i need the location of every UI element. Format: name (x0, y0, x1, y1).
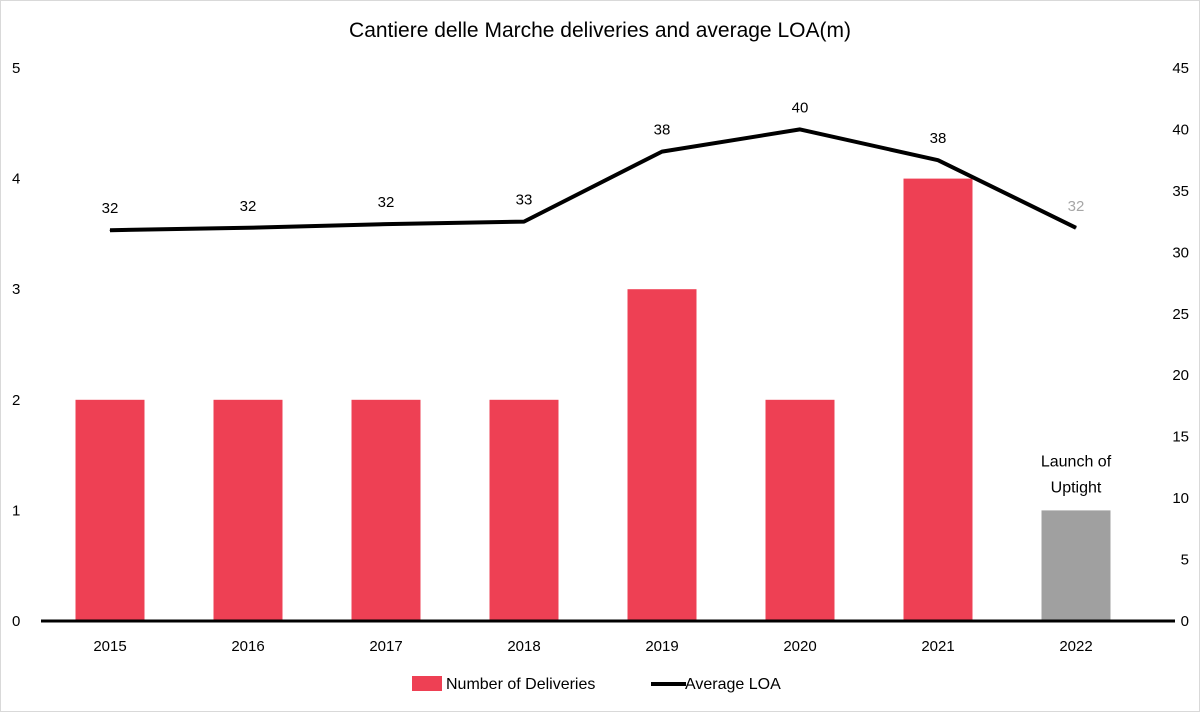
bar (627, 289, 697, 621)
legend-line-label: Average LOA (685, 676, 781, 693)
bar (75, 399, 145, 621)
line-point (109, 229, 111, 231)
right-tick-label: 15 (1172, 429, 1189, 446)
category-label: 2020 (783, 638, 816, 655)
category-label: 2015 (93, 638, 126, 655)
line-point (799, 128, 801, 130)
category-label: 2019 (645, 638, 678, 655)
left-tick-label: 1 (12, 502, 20, 519)
bar (213, 399, 283, 621)
bar (489, 399, 559, 621)
right-tick-label: 5 (1181, 552, 1189, 569)
line-data-label: 32 (102, 200, 119, 217)
line-data-label: 38 (930, 130, 947, 147)
legend-bar-label: Number of Deliveries (446, 676, 595, 693)
category-label: 2018 (507, 638, 540, 655)
category-labels: 2015 2016 2017 2018 2019 2020 2021 2022 (93, 638, 1092, 655)
legend: Number of Deliveries Average LOA (412, 676, 781, 693)
right-tick-label: 10 (1172, 490, 1189, 507)
category-label: 2022 (1059, 638, 1092, 655)
legend-bar-swatch (412, 676, 442, 691)
right-tick-label: 25 (1172, 306, 1189, 323)
bar (903, 178, 973, 621)
line-point (523, 221, 525, 223)
line-data-label: 32 (1068, 198, 1085, 215)
line-data-label: 33 (516, 192, 533, 209)
right-tick-label: 35 (1172, 183, 1189, 200)
left-tick-label: 2 (12, 392, 20, 409)
annotation-group: Launch of Uptight (1041, 453, 1112, 496)
right-tick-label: 45 (1172, 60, 1189, 77)
category-label: 2021 (921, 638, 954, 655)
bar (351, 399, 421, 621)
annotation-text: Launch of (1041, 453, 1112, 470)
annotation-text: Uptight (1051, 479, 1102, 496)
bars-group (41, 178, 1175, 623)
left-tick-label: 3 (12, 281, 20, 298)
line-data-label: 38 (654, 122, 671, 139)
average-loa-line (109, 127, 1077, 233)
right-tick-label: 20 (1172, 367, 1189, 384)
right-tick-label: 0 (1181, 613, 1189, 630)
chart-title: Cantiere delle Marche deliveries and ave… (349, 19, 851, 42)
line-data-label: 32 (378, 194, 395, 211)
line-point (385, 223, 387, 225)
left-tick-label: 0 (12, 613, 20, 630)
left-axis-ticks: 0 1 2 3 4 5 (12, 60, 20, 630)
line-point (247, 227, 249, 229)
right-tick-label: 30 (1172, 244, 1189, 261)
category-label: 2017 (369, 638, 402, 655)
line-data-label: 32 (240, 198, 257, 215)
bar (1041, 510, 1111, 621)
line-group: 32 32 32 33 38 40 38 32 (102, 99, 1085, 233)
line-point (1075, 227, 1077, 229)
right-tick-label: 40 (1172, 121, 1189, 138)
line-point (937, 159, 939, 161)
category-label: 2016 (231, 638, 264, 655)
line-data-label: 40 (792, 99, 809, 116)
line-point (661, 151, 663, 153)
bar (765, 399, 835, 621)
left-tick-label: 5 (12, 60, 20, 77)
right-axis-ticks: 0 5 10 15 20 25 30 35 40 45 (1172, 60, 1189, 630)
left-tick-label: 4 (12, 171, 20, 188)
